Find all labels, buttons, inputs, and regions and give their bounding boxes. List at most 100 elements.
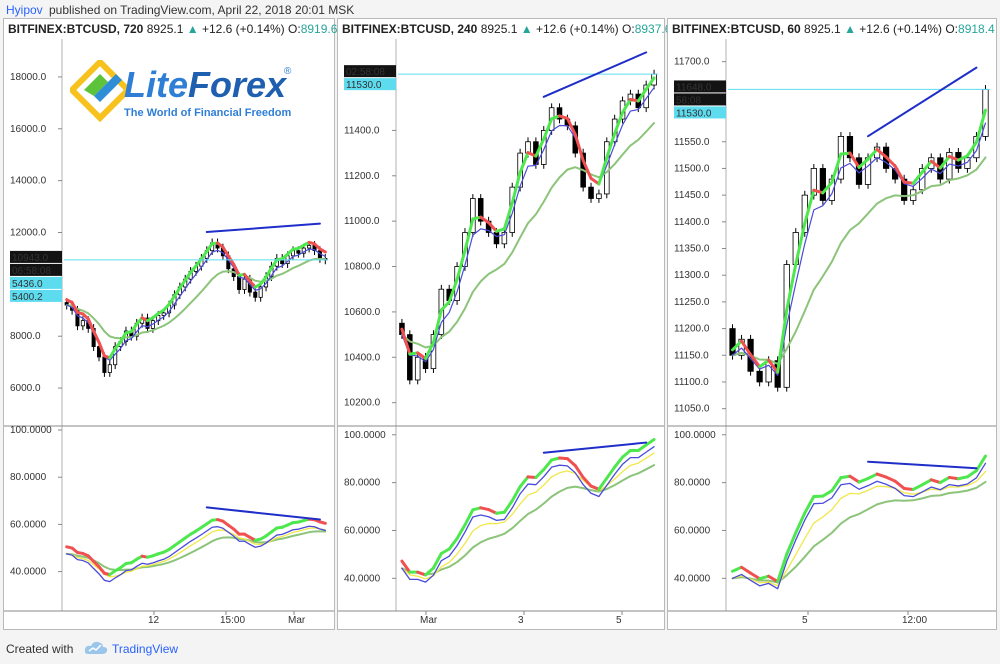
osc-tick-label: 40.0000 — [674, 573, 711, 584]
trend-color-segment — [92, 329, 101, 344]
osc-trend-segment — [920, 478, 933, 487]
osc-trend-segment — [636, 443, 648, 452]
trend-color-segment — [920, 159, 933, 174]
osc-tick-label: 40.0000 — [344, 573, 381, 584]
candle-body — [407, 334, 413, 381]
candle-body — [819, 168, 826, 201]
trend-color-segment — [439, 300, 451, 312]
candle-body — [102, 356, 107, 373]
trend-color-segment — [455, 249, 467, 281]
change-value: +12.6 (+0.14%) — [198, 22, 289, 36]
y-tick-label: 6000.0 — [10, 383, 41, 394]
x-tick-label: 12 — [148, 615, 160, 626]
logo-brand-b: Forex — [188, 64, 287, 105]
x-tick-label: 15:00 — [220, 615, 245, 626]
up-triangle-icon: ▲ — [186, 22, 199, 36]
open-label: O: — [945, 22, 959, 36]
candle-body — [430, 334, 437, 370]
author-link[interactable]: Hyipov — [6, 3, 43, 17]
osc-tick-label: 60.0000 — [674, 525, 711, 536]
osc-divergence-line — [205, 506, 321, 521]
trend-color-segment — [178, 278, 187, 290]
y-tick-label: 11200.0 — [674, 324, 710, 335]
y-tick-label: 10200.0 — [344, 398, 381, 409]
divergence-line — [867, 66, 978, 138]
trend-color-segment — [839, 151, 852, 156]
osc-trend-segment — [902, 486, 915, 491]
trend-color-segment — [956, 154, 969, 162]
osc-trend-segment — [956, 475, 969, 481]
liteforex-logo: LiteForex ® The World of Financial Freed… — [67, 57, 300, 130]
open-value: 8937.6 — [634, 22, 672, 36]
osc-tick-label: 60.0000 — [344, 525, 381, 536]
chart-panel-60[interactable]: BITFINEX:BTCUSD, 60 8925.1 ▲ +12.6 (+0.1… — [667, 18, 997, 630]
candle-body — [307, 245, 312, 249]
osc-trend-segment — [911, 483, 924, 491]
osc-trend-segment — [565, 457, 577, 468]
trend-color-segment — [534, 137, 546, 158]
osc-trend-segment — [502, 499, 514, 514]
price-label-box — [10, 263, 62, 276]
trend-color-segment — [269, 258, 279, 270]
osc-trend-segment — [400, 559, 412, 574]
candle-body — [253, 291, 258, 298]
trend-color-segment — [70, 301, 79, 314]
logo-tagline: The World of Financial Freedom — [124, 107, 292, 119]
last-price: 8925.1 — [143, 22, 187, 36]
y-tick-label: 11200.0 — [344, 171, 380, 182]
chart-header: BITFINEX:BTCUSD, 720 8925.1 ▲ +12.6 (+0.… — [8, 22, 337, 36]
chart-panel-240[interactable]: BITFINEX:BTCUSD, 240 8925.1 ▲ +12.6 (+0.… — [337, 18, 671, 630]
trend-color-segment — [581, 158, 593, 180]
candle-body — [643, 84, 649, 109]
trend-color-segment — [767, 358, 780, 374]
trend-color-segment — [830, 152, 843, 184]
osc-trend-segment — [848, 474, 861, 484]
symbol-label: BITFINEX:BTCUSD, 240 — [342, 22, 478, 36]
chart-canvas: 18000.016000.014000.012000.010000.08000.… — [4, 39, 334, 626]
y-tick-label: 11250.0 — [674, 297, 710, 308]
osc-slow-line — [65, 530, 327, 572]
price-label-box — [674, 80, 726, 93]
trend-color-segment — [875, 147, 888, 159]
trend-color-segment — [749, 353, 762, 369]
price-label-box — [344, 65, 396, 78]
trend-color-segment — [431, 308, 443, 344]
candle-body — [145, 317, 150, 329]
candle-body — [242, 278, 247, 290]
created-with-text: Created with — [6, 642, 74, 656]
y-tick-label: 12000.0 — [10, 228, 47, 239]
osc-trend-segment — [884, 475, 897, 483]
y-tick-label: 10600.0 — [344, 307, 381, 318]
osc-tick-label: 100.0000 — [344, 430, 386, 441]
candle-body — [161, 312, 166, 316]
trend-color-segment — [416, 351, 428, 361]
tradingview-link[interactable]: TradingView — [112, 642, 179, 656]
candle-body — [588, 186, 594, 199]
trend-color-segment — [487, 221, 498, 233]
candle-body — [477, 198, 484, 222]
osc-trend-segment — [974, 454, 987, 473]
osc-tick-label: 40.0000 — [10, 567, 47, 578]
trend-color-segment — [205, 242, 214, 253]
chart-panel-720[interactable]: BITFINEX:BTCUSD, 720 8925.1 ▲ +12.6 (+0.… — [3, 18, 337, 630]
price-label-box — [674, 93, 726, 106]
trend-color-segment — [510, 171, 522, 205]
trend-color-segment — [518, 151, 530, 175]
trend-color-segment — [542, 117, 554, 141]
footer: Created with TradingView — [0, 632, 1000, 664]
trend-color-segment — [857, 157, 870, 169]
osc-trend-segment — [644, 438, 656, 447]
trend-color-segment — [848, 151, 861, 169]
candle-body — [556, 107, 563, 120]
osc-trend-segment — [857, 476, 870, 484]
osc-trend-segment — [839, 474, 852, 480]
osc-trend-segment — [767, 574, 780, 584]
osc-tick-label: 80.0000 — [674, 478, 711, 489]
candle-body — [237, 276, 242, 290]
up-triangle-icon: ▲ — [520, 22, 533, 36]
osc-blue-line — [401, 446, 655, 583]
osc-trend-segment — [830, 476, 843, 493]
trend-color-segment — [965, 140, 978, 158]
trend-color-segment — [119, 331, 128, 344]
y-tick-label: 11500.0 — [674, 163, 710, 174]
